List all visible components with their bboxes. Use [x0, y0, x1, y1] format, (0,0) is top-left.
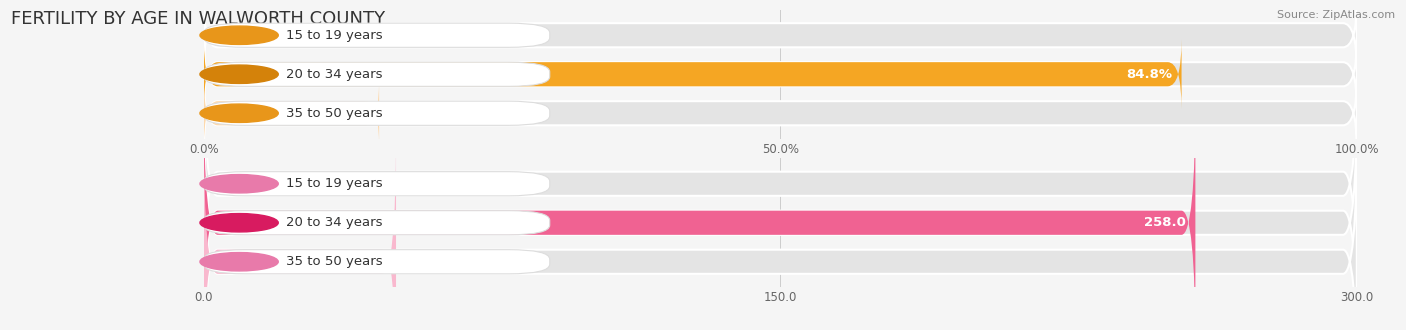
Text: 258.0: 258.0 [1144, 216, 1187, 229]
FancyBboxPatch shape [204, 133, 1357, 330]
Text: 20 to 34 years: 20 to 34 years [285, 68, 382, 81]
FancyBboxPatch shape [204, 79, 380, 148]
Text: 50.0: 50.0 [411, 255, 439, 268]
Text: 15 to 19 years: 15 to 19 years [285, 177, 382, 190]
Text: Source: ZipAtlas.com: Source: ZipAtlas.com [1277, 10, 1395, 20]
Text: 35 to 50 years: 35 to 50 years [285, 255, 382, 268]
Text: 84.8%: 84.8% [1126, 68, 1173, 81]
Text: 15.2%: 15.2% [392, 107, 436, 120]
FancyBboxPatch shape [204, 1, 1357, 70]
FancyBboxPatch shape [204, 94, 1195, 330]
FancyBboxPatch shape [204, 133, 396, 330]
FancyBboxPatch shape [204, 40, 1357, 109]
Text: 0.0: 0.0 [218, 177, 239, 190]
Text: FERTILITY BY AGE IN WALWORTH COUNTY: FERTILITY BY AGE IN WALWORTH COUNTY [11, 10, 385, 28]
FancyBboxPatch shape [204, 94, 1357, 330]
FancyBboxPatch shape [204, 79, 1357, 148]
FancyBboxPatch shape [204, 40, 1181, 109]
Text: 35 to 50 years: 35 to 50 years [285, 107, 382, 120]
FancyBboxPatch shape [204, 55, 1357, 312]
Text: 15 to 19 years: 15 to 19 years [285, 29, 382, 42]
Text: 0.0%: 0.0% [218, 29, 252, 42]
Text: 20 to 34 years: 20 to 34 years [285, 216, 382, 229]
